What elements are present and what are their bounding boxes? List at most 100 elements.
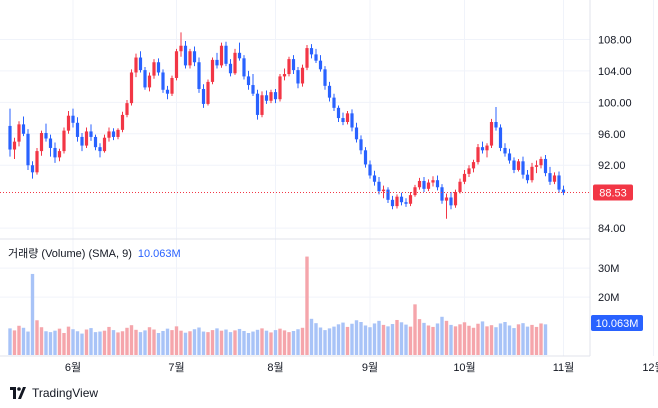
volume-bar: [494, 327, 498, 355]
volume-bar: [467, 325, 471, 355]
candle-body: [512, 160, 516, 170]
candle-body: [188, 51, 192, 66]
candle: [516, 158, 521, 172]
candle-body: [458, 181, 462, 192]
candle: [224, 41, 228, 67]
candle-body: [48, 138, 53, 148]
candle: [8, 108, 12, 157]
last-price-badge: 88.53: [593, 184, 633, 201]
candle-body: [305, 48, 309, 68]
candle-body: [462, 173, 467, 182]
candle: [296, 66, 300, 89]
candle-body: [336, 107, 341, 119]
candle-body: [174, 51, 179, 78]
volume-bar: [188, 331, 192, 355]
candle-body: [143, 70, 147, 88]
volume-bar: [170, 330, 174, 355]
candle-body: [525, 174, 530, 181]
candle: [309, 44, 314, 59]
candle: [444, 193, 449, 219]
candle-body: [89, 131, 93, 137]
candle: [66, 110, 71, 134]
volume-bar: [201, 331, 206, 355]
candle-body: [327, 85, 332, 98]
candle: [35, 147, 39, 175]
candle-body: [561, 189, 566, 193]
candle: [471, 159, 476, 173]
candle: [93, 134, 98, 151]
volume-bar: [89, 328, 93, 355]
candle: [138, 51, 143, 73]
volume-bar: [152, 329, 156, 355]
candle: [165, 85, 170, 100]
volume-bar: [80, 333, 84, 355]
candle: [129, 69, 134, 106]
price-tick-label: 92.00: [598, 160, 626, 172]
candle-body: [296, 70, 300, 84]
volume-bar: [462, 322, 467, 355]
candle: [174, 48, 179, 81]
candle: [246, 70, 251, 90]
candle: [26, 129, 30, 170]
time-tick-label: 9월: [362, 361, 378, 374]
volume-bar: [260, 328, 264, 355]
candle-body: [534, 165, 539, 167]
candle-body: [341, 118, 345, 122]
candle: [255, 89, 260, 120]
volume-bar: [161, 330, 165, 355]
volume-bar: [507, 325, 512, 355]
candle-body: [467, 168, 471, 174]
volume-bar: [98, 331, 102, 355]
candle-body: [66, 115, 71, 131]
candle: [408, 191, 413, 207]
brand[interactable]: TradingView: [10, 386, 98, 400]
volume-bar: [336, 324, 341, 355]
volume-bar: [12, 330, 17, 355]
candle: [273, 88, 278, 104]
candle-body: [332, 97, 336, 108]
candle: [251, 74, 255, 97]
volume-axis[interactable]: 30M 20M: [598, 263, 619, 304]
candle: [197, 57, 201, 93]
last-volume-label: 10.063M: [596, 318, 639, 330]
candle: [530, 162, 534, 183]
candle-body: [39, 133, 44, 152]
last-price-label: 88.53: [599, 188, 627, 200]
candle: [476, 144, 480, 165]
candle-body: [134, 57, 138, 73]
volume-bar: [530, 324, 534, 355]
time-axis[interactable]: 6월 7월 8월 9월 10월 11월 12월: [65, 361, 658, 374]
volume-bar: [8, 328, 12, 355]
price-tick-label: 84.00: [598, 223, 626, 235]
candle: [21, 116, 26, 137]
candle: [494, 107, 498, 131]
candle: [206, 79, 210, 106]
candle-body: [12, 141, 17, 150]
volume-pane[interactable]: [8, 256, 548, 355]
candle-body: [237, 52, 242, 59]
price-axis[interactable]: 108.00 104.00 100.00 96.00 92.00 84.00: [598, 34, 632, 235]
volume-bar: [120, 331, 125, 355]
candle: [278, 74, 282, 102]
volume-bar: [125, 327, 129, 355]
price-pane[interactable]: [8, 32, 566, 219]
candle-body: [116, 129, 120, 137]
candle: [336, 105, 341, 122]
candle: [30, 161, 35, 179]
candle: [102, 134, 107, 153]
candle: [462, 169, 467, 185]
candle-body: [350, 113, 354, 128]
candle-body: [552, 175, 557, 182]
candle: [323, 66, 327, 90]
candle-body: [242, 58, 246, 77]
candle-body: [498, 127, 503, 148]
volume-bar: [395, 319, 399, 355]
candle-body: [489, 122, 494, 146]
volume-bar: [296, 329, 300, 355]
candle: [318, 55, 323, 72]
candle-body: [246, 76, 251, 86]
volume-bar: [62, 333, 66, 355]
candle-body: [368, 164, 372, 176]
candle-body: [309, 48, 314, 55]
candle: [305, 44, 309, 71]
